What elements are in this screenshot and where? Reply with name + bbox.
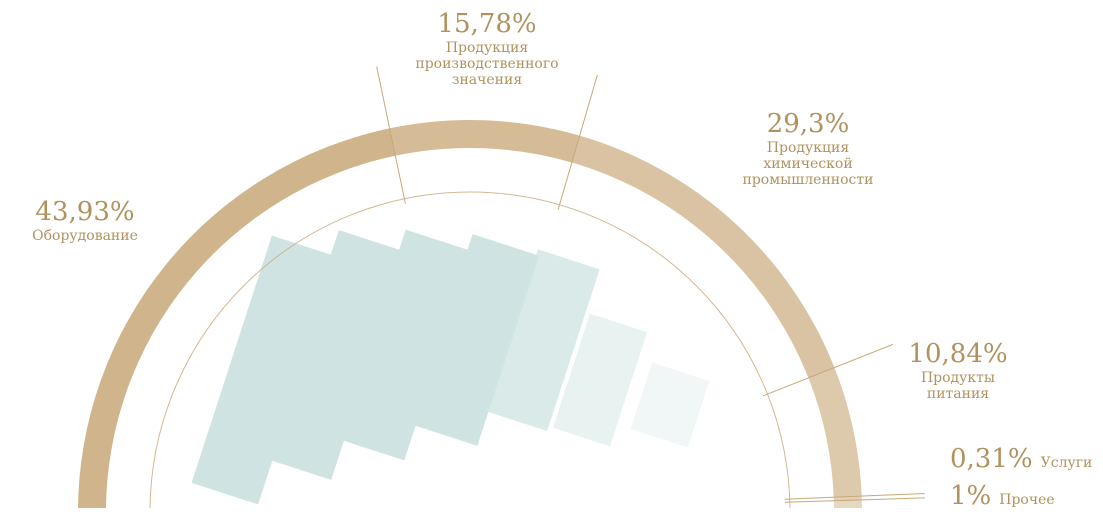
- segment-label: 43,93% Оборудование: [15, 197, 155, 244]
- segment: [389, 120, 580, 163]
- divider: [557, 75, 598, 210]
- divider: [784, 492, 925, 500]
- value-label: 10,84%: [908, 339, 1008, 369]
- category-label: Прочее: [999, 492, 1055, 508]
- segment: [833, 496, 862, 501]
- value-label: 29,3%: [766, 109, 850, 139]
- inner-arc: [149, 191, 791, 508]
- segment-label: 15,78% Продукция производственного значен…: [402, 9, 572, 89]
- divider: [784, 497, 925, 503]
- value-label: 1%: [950, 481, 992, 511]
- category-label: Услуги: [1040, 455, 1093, 471]
- segment: [571, 135, 835, 378]
- category-label: Продукция производственного значения: [415, 39, 559, 89]
- category-label: Продукты питания: [920, 369, 996, 402]
- value-label: 43,93%: [35, 197, 135, 227]
- segment-label: 10,84% Продукты питания: [893, 339, 1023, 402]
- segment-label: 0,31% Услуги: [950, 444, 1093, 475]
- divider: [762, 343, 894, 397]
- segment-label: 29,3% Продукция химической промышленности: [733, 109, 883, 189]
- value-label: 15,78%: [437, 9, 537, 39]
- decoration: [191, 229, 710, 505]
- category-label: Продукция химической промышленности: [742, 139, 874, 189]
- value-label: 0,31%: [950, 444, 1033, 474]
- segment: [78, 128, 396, 508]
- segment: [833, 499, 862, 508]
- category-label: Оборудование: [32, 227, 138, 244]
- segment: [808, 367, 862, 498]
- segment-label: 1% Прочее: [950, 481, 1055, 512]
